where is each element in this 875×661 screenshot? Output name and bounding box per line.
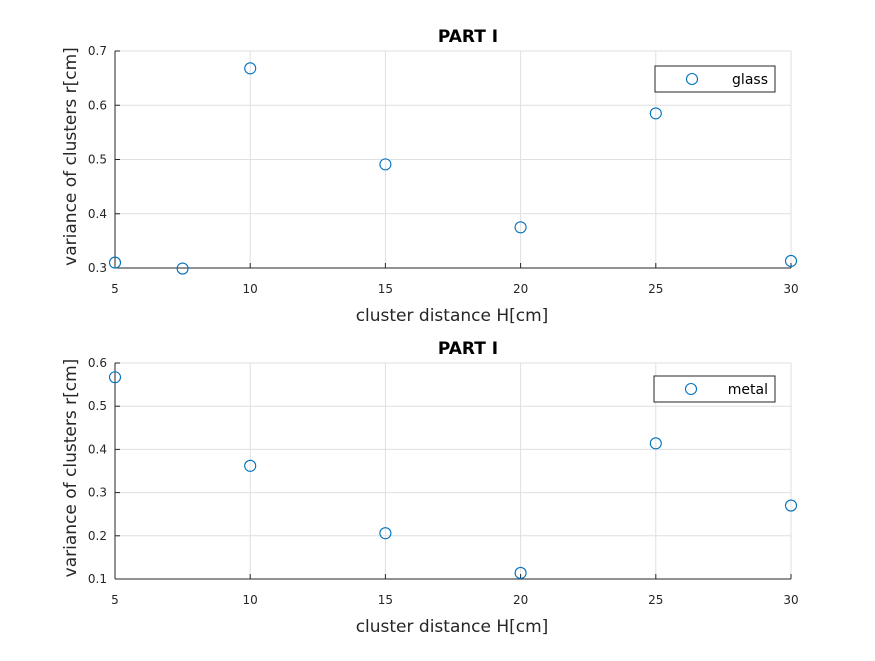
x-tick-label: 20 — [513, 593, 528, 607]
x-tick-label: 25 — [648, 593, 663, 607]
legend-marker — [684, 382, 698, 396]
data-point — [379, 527, 392, 540]
data-point — [108, 371, 122, 384]
data-point — [514, 221, 527, 234]
y-tick-label: 0.6 — [88, 356, 107, 370]
legend-marker — [685, 72, 699, 86]
x-tick-label: 15 — [378, 593, 393, 607]
x-axis-label: cluster distance H[cm] — [356, 306, 549, 326]
x-tick-label: 10 — [243, 282, 258, 296]
data-point — [244, 62, 257, 75]
data-point — [176, 262, 189, 275]
legend-box — [654, 65, 776, 93]
y-tick-label: 0.3 — [88, 486, 107, 500]
data-point — [514, 566, 527, 580]
legend-entry: metal — [728, 382, 768, 398]
legend: glass — [654, 65, 776, 93]
legend-box — [653, 375, 776, 403]
data-point — [649, 437, 662, 450]
y-tick-label: 0.7 — [88, 44, 107, 58]
y-tick-label: 0.1 — [88, 572, 107, 586]
y-tick-label: 0.3 — [88, 261, 107, 275]
x-tick-label: 20 — [513, 282, 528, 296]
y-axis-label: variance of clusters r[cm] — [61, 359, 81, 578]
y-axis-label: variance of clusters r[cm] — [61, 47, 81, 266]
x-tick-label: 5 — [111, 593, 119, 607]
y-tick-label: 0.5 — [88, 399, 107, 413]
data-point — [784, 254, 798, 267]
x-tick-label: 10 — [243, 593, 258, 607]
data-point — [379, 158, 392, 171]
data-point — [244, 459, 257, 472]
data-point — [784, 499, 798, 512]
subplot-2: 5 10 15 20 25 30 0.1 0.2 0.3 0.4 0.5 0.6 PART I clust… — [61, 339, 799, 637]
y-tick-label: 0.4 — [88, 442, 107, 456]
chart-title: PART I — [438, 339, 498, 359]
y-tick-label: 0.4 — [88, 207, 107, 221]
y-tick-label: 0.5 — [88, 153, 107, 167]
legend: metal — [653, 375, 776, 403]
y-tick-label: 0.2 — [88, 529, 107, 543]
legend-entry: glass — [732, 72, 768, 88]
x-tick-label: 15 — [378, 282, 393, 296]
y-tick-label: 0.6 — [88, 98, 107, 112]
data-point — [649, 107, 662, 120]
x-tick-label: 25 — [648, 282, 663, 296]
x-tick-label: 30 — [783, 593, 798, 607]
x-tick-label: 5 — [111, 282, 119, 296]
subplot-1: 5 10 15 20 25 30 0.3 0.4 0.5 0.6 0.7 PART I cluster … — [61, 27, 799, 326]
data-point — [108, 256, 122, 269]
chart-title: PART I — [438, 27, 498, 47]
x-axis-label: cluster distance H[cm] — [356, 617, 549, 637]
x-tick-label: 30 — [783, 282, 798, 296]
